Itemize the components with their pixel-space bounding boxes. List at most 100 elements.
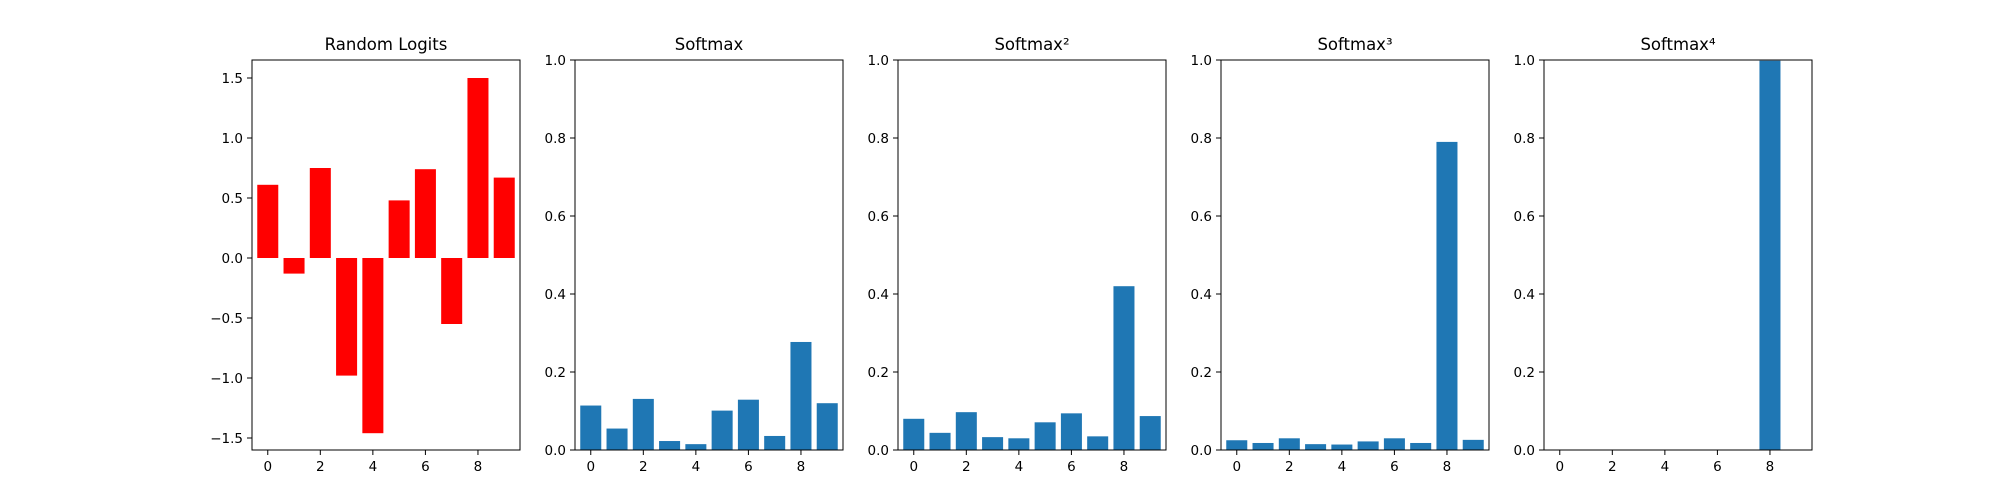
bar xyxy=(467,78,489,258)
y-tick-label: 1.0 xyxy=(1191,53,1212,69)
x-tick-label: 6 xyxy=(1713,459,1722,475)
bar xyxy=(580,405,602,450)
x-tick-label: 0 xyxy=(1232,459,1241,475)
y-tick-label: 1.0 xyxy=(545,53,566,69)
y-tick-label: 0.8 xyxy=(868,131,889,147)
x-tick-label: 6 xyxy=(1390,459,1399,475)
bar xyxy=(336,258,358,376)
bar xyxy=(1357,441,1379,450)
y-tick-label: 0.0 xyxy=(1514,443,1535,459)
y-tick-label: 0.6 xyxy=(545,209,566,225)
y-tick-label: 0.8 xyxy=(1191,131,1212,147)
bar xyxy=(606,428,628,450)
x-tick-label: 4 xyxy=(1661,459,1670,475)
chart-title: Softmax xyxy=(675,35,744,54)
x-tick-label: 8 xyxy=(1766,459,1775,475)
y-tick-label: 0.0 xyxy=(545,443,566,459)
x-tick-label: 4 xyxy=(692,459,701,475)
y-tick-label: 0.0 xyxy=(222,251,243,267)
y-tick-label: 0.4 xyxy=(1191,287,1212,303)
y-tick-label: 0.2 xyxy=(868,365,889,381)
bar xyxy=(659,441,681,450)
chart-title: Random Logits xyxy=(325,35,448,54)
chart-title: Softmax⁴ xyxy=(1640,35,1716,54)
y-tick-label: −1.5 xyxy=(210,431,243,447)
y-tick-label: 0.6 xyxy=(868,209,889,225)
y-tick-label: 0.8 xyxy=(1514,131,1535,147)
bar xyxy=(1139,416,1161,450)
axes-frame xyxy=(1220,59,1490,451)
bar xyxy=(1436,141,1458,450)
chart-panel-4: Softmax⁴ 0 2 4 6 8 0.0 0.2 0.4 0.6 0.8 1.0 xyxy=(1514,35,1813,475)
y-tick-label: −0.5 xyxy=(210,311,243,327)
bar xyxy=(711,410,733,450)
bar xyxy=(955,412,977,450)
y-tick-label: 0.0 xyxy=(1191,443,1212,459)
bar xyxy=(309,168,331,258)
chart-panel-1: Softmax 0 2 4 6 8 0.0 0.2 0.4 0.6 0.8 1.0 xyxy=(545,35,844,475)
x-tick-label: 8 xyxy=(797,459,806,475)
x-tick-label: 8 xyxy=(1443,459,1452,475)
y-tick-label: 0.5 xyxy=(222,191,243,207)
x-tick-label: 6 xyxy=(1067,459,1076,475)
bar xyxy=(632,398,654,450)
x-tick-label: 0 xyxy=(909,459,918,475)
bar xyxy=(283,258,305,274)
axes-frame xyxy=(574,59,844,451)
bar xyxy=(1087,436,1109,450)
x-tick-label: 2 xyxy=(1285,459,1294,475)
y-tick-label: 0.6 xyxy=(1191,209,1212,225)
y-tick-label: 0.8 xyxy=(545,131,566,147)
bar xyxy=(414,169,436,258)
y-tick-label: 1.0 xyxy=(222,131,243,147)
x-tick-label: 0 xyxy=(1555,459,1564,475)
bar xyxy=(816,403,838,450)
x-tick-label: 2 xyxy=(1608,459,1617,475)
chart-panel-3: Softmax³ 0 2 4 6 8 0.0 0.2 0.4 0.6 0.8 1.0 xyxy=(1191,35,1490,475)
y-tick-label: 1.0 xyxy=(868,53,889,69)
bar xyxy=(441,258,463,324)
bar xyxy=(362,258,384,434)
axes-frame xyxy=(251,59,521,451)
x-tick-label: 0 xyxy=(586,459,595,475)
x-tick-label: 2 xyxy=(316,459,325,475)
x-tick-label: 6 xyxy=(421,459,430,475)
bar xyxy=(1305,444,1327,450)
axes-frame xyxy=(897,59,1167,451)
y-tick-label: 1.5 xyxy=(222,71,243,87)
bar xyxy=(1278,438,1300,450)
x-tick-label: 8 xyxy=(474,459,483,475)
y-tick-label: 0.4 xyxy=(545,287,566,303)
x-tick-label: 2 xyxy=(639,459,648,475)
bar xyxy=(982,437,1004,450)
bar xyxy=(1383,438,1405,450)
bar xyxy=(1759,60,1781,451)
chart-title: Softmax² xyxy=(994,35,1069,54)
chart-panel-2: Softmax² 0 2 4 6 8 0.0 0.2 0.4 0.6 0.8 1.0 xyxy=(868,35,1167,475)
chart-title: Softmax³ xyxy=(1317,35,1392,54)
bar xyxy=(737,399,759,450)
bar xyxy=(929,432,951,450)
bar xyxy=(493,177,515,258)
bar xyxy=(1226,440,1248,450)
bar xyxy=(1008,438,1030,450)
bar xyxy=(257,184,279,258)
bar xyxy=(1113,286,1135,450)
y-tick-label: −1.0 xyxy=(210,371,243,387)
y-tick-label: 0.2 xyxy=(1191,365,1212,381)
bar xyxy=(903,418,925,450)
bar xyxy=(388,200,410,258)
bar xyxy=(1034,422,1056,450)
bar xyxy=(1252,442,1274,450)
y-tick-label: 0.0 xyxy=(868,443,889,459)
bar xyxy=(1410,442,1432,450)
y-tick-label: 0.4 xyxy=(1514,287,1535,303)
bar xyxy=(1331,444,1353,450)
x-tick-label: 4 xyxy=(1338,459,1347,475)
x-tick-label: 4 xyxy=(1015,459,1024,475)
bar xyxy=(790,341,812,450)
x-tick-label: 8 xyxy=(1120,459,1129,475)
x-tick-label: 2 xyxy=(962,459,971,475)
